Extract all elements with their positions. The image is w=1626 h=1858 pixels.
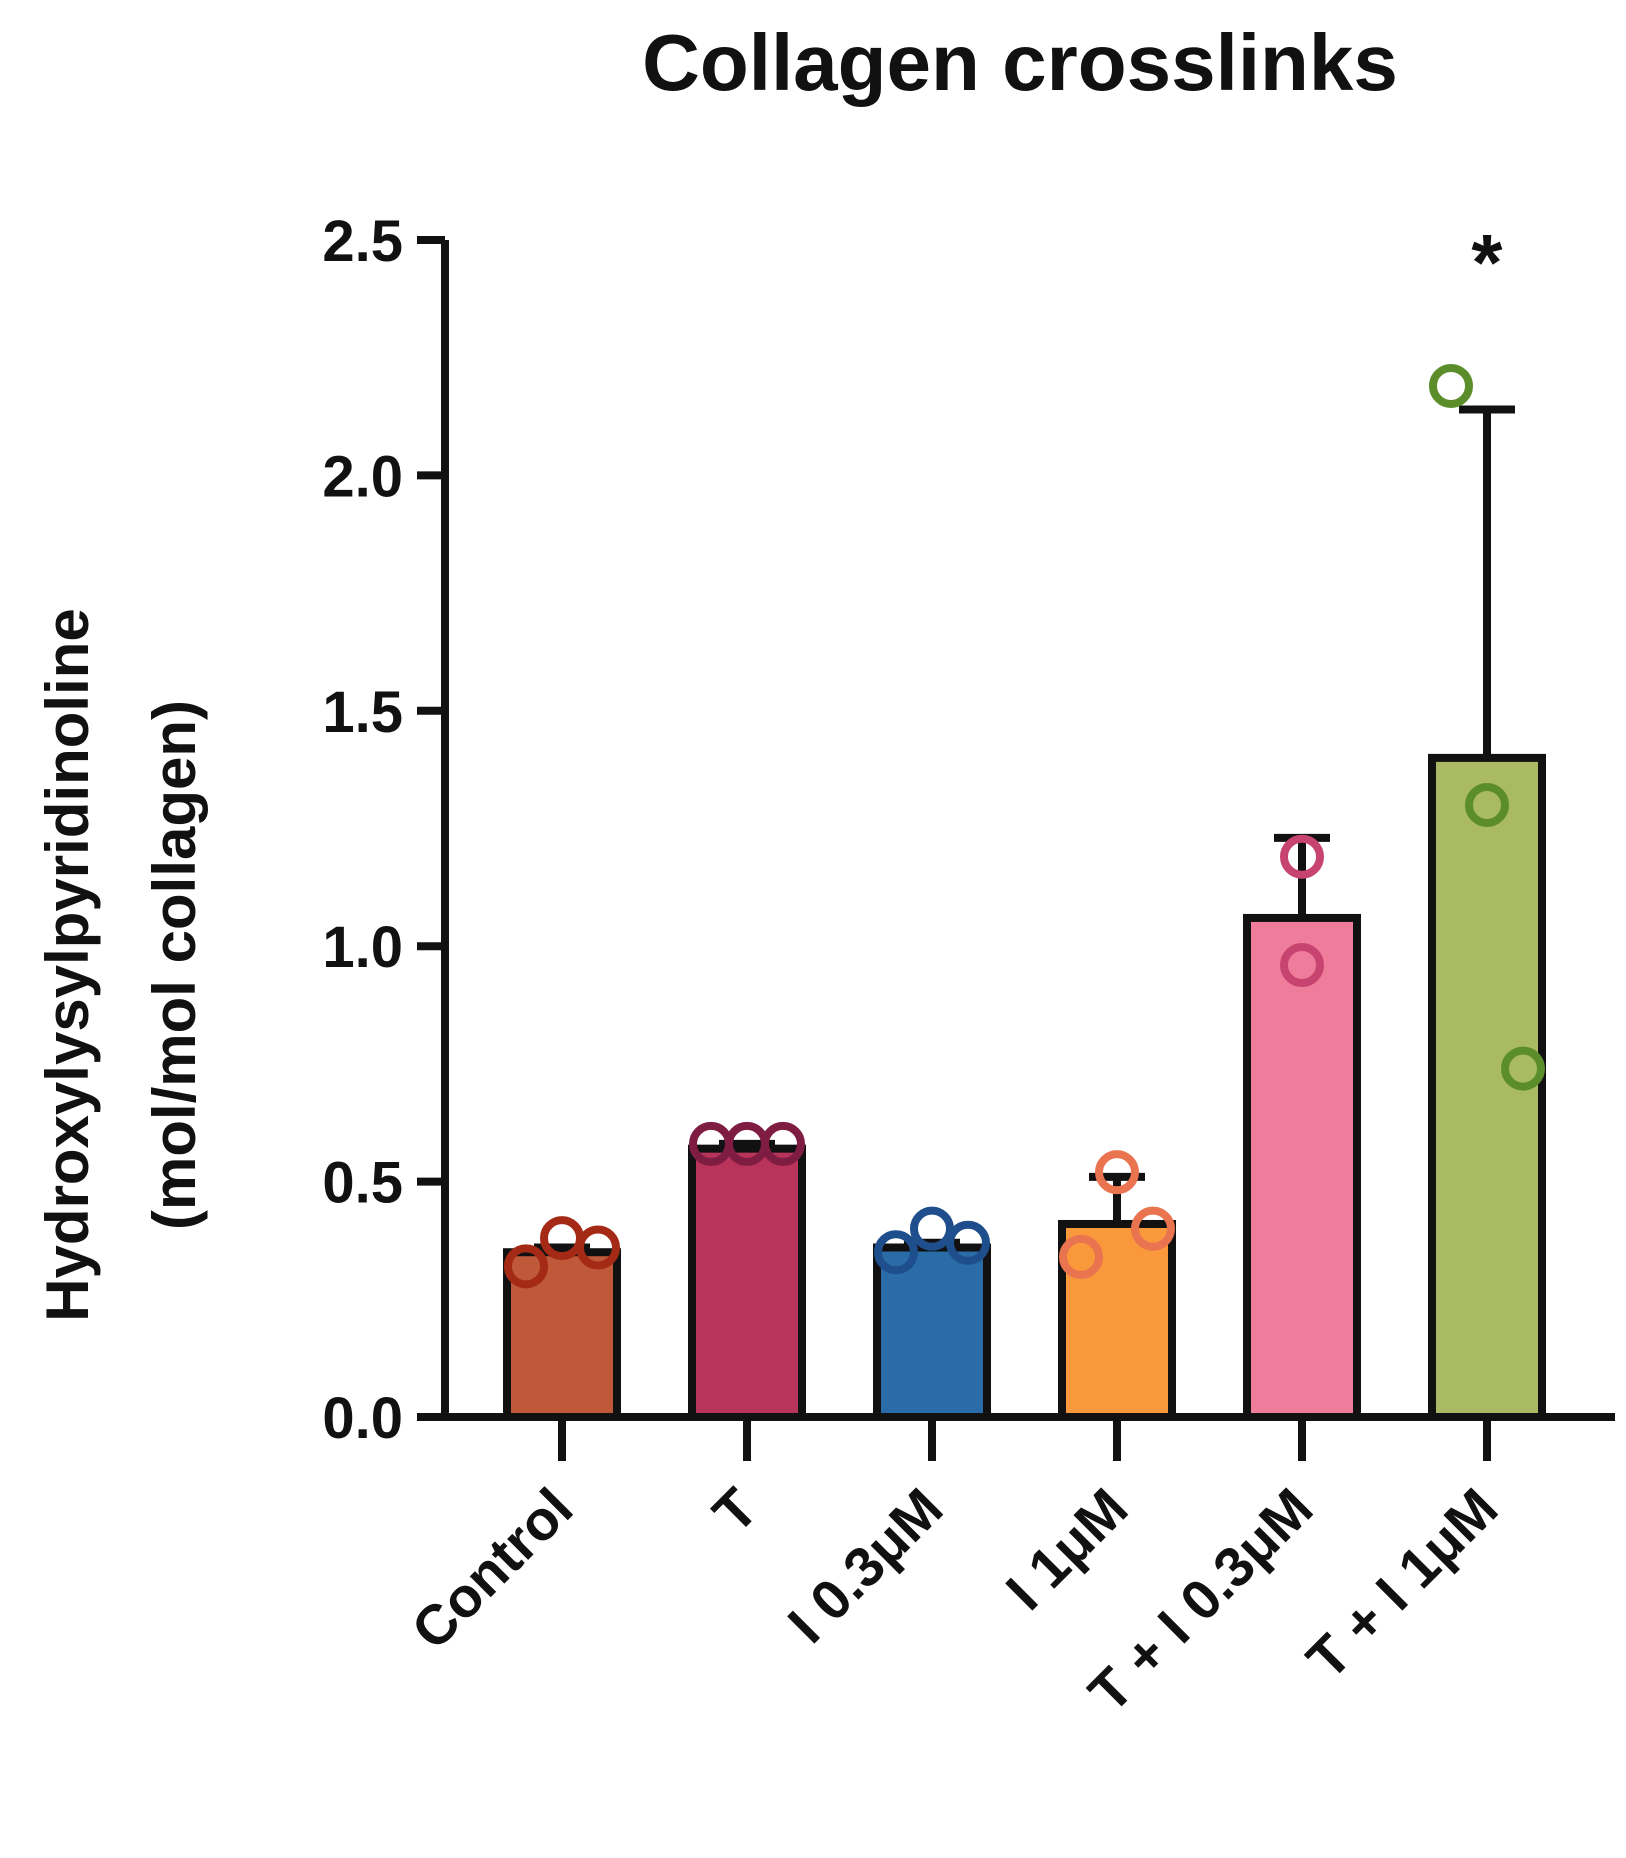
x-tick-label-group: T + I 1μM (1294, 1476, 1509, 1691)
data-point (1131, 1206, 1175, 1251)
x-tick-label: I 0.3μM (776, 1476, 955, 1655)
data-point (946, 1220, 990, 1265)
data-point (1465, 782, 1509, 827)
data-point (1501, 1046, 1545, 1091)
y-tick-label: 0.5 (322, 1151, 403, 1216)
y-tick-label: 0.0 (322, 1386, 403, 1451)
y-axis-label-line2: (mol/mol collagen) (141, 700, 208, 1230)
bar (688, 1144, 806, 1422)
y-tick-label: 2.0 (322, 444, 403, 509)
data-point (576, 1225, 620, 1270)
data-point (504, 1244, 548, 1289)
y-tick-label: 1.0 (322, 915, 403, 980)
data-point (1059, 1234, 1103, 1279)
chart-title: Collagen crosslinks (642, 18, 1398, 107)
data-point (874, 1230, 918, 1275)
x-tick-label: Control (399, 1476, 584, 1661)
x-tick-label: T (701, 1476, 770, 1545)
y-tick-label: 2.5 (322, 209, 403, 274)
bar (503, 1248, 621, 1421)
data-point (761, 1121, 805, 1166)
x-tick-label-group: I 0.3μM (776, 1476, 955, 1655)
y-tick-label: 1.5 (322, 680, 403, 745)
data-point (1095, 1150, 1139, 1195)
x-tick-label: I 1μM (994, 1476, 1140, 1622)
plot-area: 0.0 0.5 1.0 1.5 2.0 2.5 Control T I 0.3μM I 1μM T … (322, 209, 1615, 1724)
data-point (1280, 943, 1324, 988)
bar (1058, 1219, 1176, 1422)
x-tick-label-group: Control (399, 1476, 584, 1661)
y-axis-label-line1: Hydroxylysylpyridinoline (34, 608, 101, 1322)
data-point (1429, 363, 1473, 408)
x-tick-label-group: I 1μM (994, 1476, 1140, 1622)
significance-asterisk: * (1471, 218, 1503, 307)
data-point (910, 1206, 954, 1251)
data-point (1280, 834, 1324, 879)
x-tick-label-group: T (701, 1476, 770, 1545)
x-tick-label: T + I 1μM (1294, 1476, 1509, 1691)
bar (1243, 913, 1361, 1422)
